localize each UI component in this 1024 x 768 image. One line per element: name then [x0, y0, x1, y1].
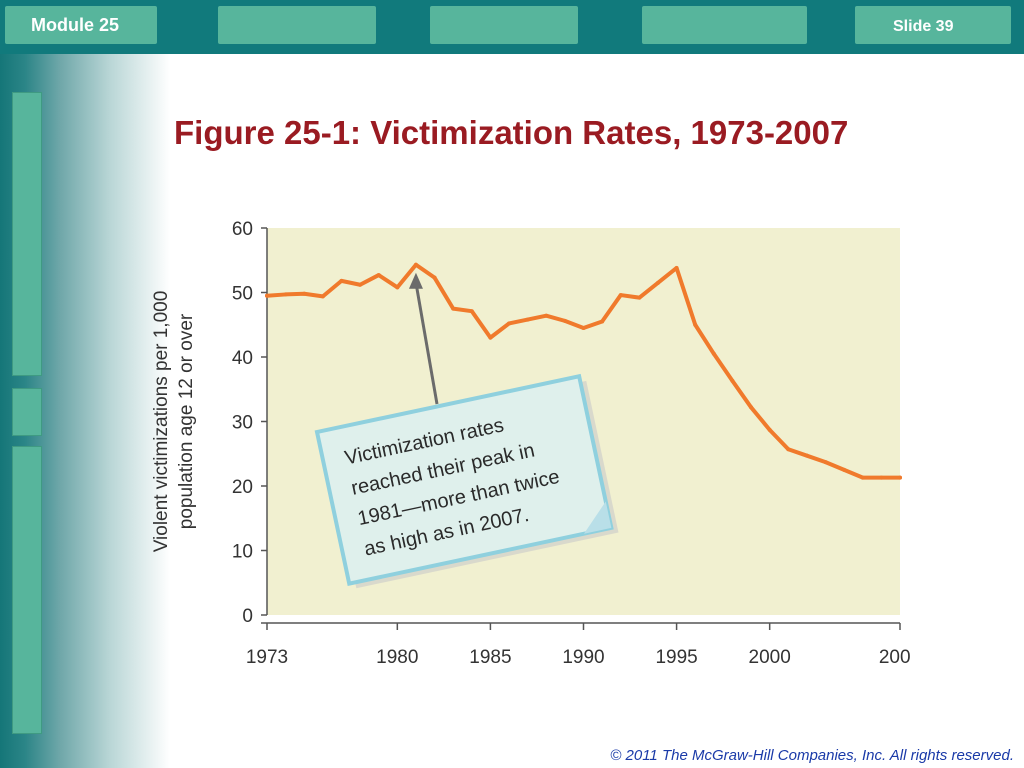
data-point — [860, 475, 865, 480]
module-tab: Module 25 — [5, 6, 157, 44]
copyright-notice: © 2011 The McGraw-Hill Companies, Inc. A… — [610, 747, 1014, 764]
y-tick-label: 60 — [232, 219, 253, 240]
data-point — [265, 293, 269, 298]
callout-box — [314, 373, 614, 586]
header-decor-tab-3 — [642, 6, 807, 44]
data-point — [879, 475, 884, 480]
data-point — [655, 280, 660, 285]
data-point — [581, 325, 586, 330]
side-decor-band — [0, 54, 170, 768]
data-point — [562, 318, 567, 323]
y-tick-label: 40 — [232, 348, 253, 369]
x-tick-label: 1995 — [655, 647, 697, 667]
side-decor-tab-1 — [12, 92, 42, 376]
data-point — [376, 273, 381, 278]
callout-arrow — [414, 282, 439, 405]
slide-title: Figure 25-1: Victimization Rates, 1973-2… — [174, 114, 849, 151]
slide-number-tab: Slide 39 — [855, 6, 1011, 44]
side-decor-tab-3 — [12, 446, 42, 734]
data-point — [804, 453, 809, 458]
y-axis-label-line-1: Violent victimizations per 1,000 — [151, 291, 172, 553]
callout-curl — [583, 501, 612, 534]
data-point — [339, 278, 344, 283]
y-tick-label: 0 — [242, 606, 253, 627]
module-label: Module 25 — [31, 15, 120, 35]
x-tick-label: 2000 — [749, 647, 791, 667]
data-point — [320, 294, 325, 299]
data-point — [674, 265, 679, 270]
data-point — [823, 460, 828, 465]
data-point — [600, 319, 605, 324]
header-decor-tab-1 — [218, 6, 376, 44]
data-point — [749, 405, 754, 410]
data-point — [637, 295, 642, 300]
data-point — [358, 282, 363, 287]
data-point — [767, 427, 772, 432]
y-axis-label-line-2: population age 12 or over — [176, 313, 197, 529]
x-tick-label: 2007 — [879, 647, 910, 667]
data-point — [302, 291, 307, 296]
data-point — [451, 306, 456, 311]
x-tick-label: 1973 — [246, 647, 288, 667]
data-point — [395, 285, 400, 290]
data-point — [842, 467, 847, 472]
data-point — [730, 378, 735, 383]
data-point — [711, 351, 716, 356]
data-point — [544, 313, 549, 318]
header-decor-tab-2 — [430, 6, 578, 44]
x-axis-ticks: 1973 1980 1985 1990 1995 2000 2007 — [246, 623, 921, 668]
x-tick-label: 1980 — [376, 647, 418, 667]
data-point — [525, 317, 530, 322]
data-point — [488, 335, 493, 340]
slide-number: Slide 39 — [893, 18, 954, 35]
side-decor-tab-2 — [12, 388, 42, 436]
y-tick-label: 50 — [232, 284, 253, 305]
x-tick-label: 1990 — [562, 647, 604, 667]
callout-arrowhead — [408, 272, 423, 289]
y-tick-label: 30 — [232, 413, 253, 434]
header-bar: Module 25 Slide 39 — [0, 0, 1024, 54]
y-axis-ticks: 0 10 20 30 40 50 60 — [232, 219, 267, 627]
chart-svg: 0 10 20 30 40 50 60 1973 1980 1985 1990 1995 2000 20… — [151, 219, 921, 668]
data-point — [413, 262, 418, 267]
data-point — [283, 292, 288, 297]
data-point — [432, 275, 437, 280]
data-point — [618, 293, 623, 298]
data-points — [265, 262, 902, 480]
x-tick-label: 1985 — [469, 647, 511, 667]
data-point — [786, 447, 791, 452]
data-point — [469, 309, 474, 314]
data-point — [693, 322, 698, 327]
y-tick-label: 10 — [232, 542, 253, 563]
data-point — [898, 475, 902, 480]
chart: 0 10 20 30 40 50 60 1973 1980 1985 1990 1995 2000 20… — [145, 212, 921, 668]
y-tick-label: 20 — [232, 477, 253, 498]
data-point — [507, 321, 512, 326]
